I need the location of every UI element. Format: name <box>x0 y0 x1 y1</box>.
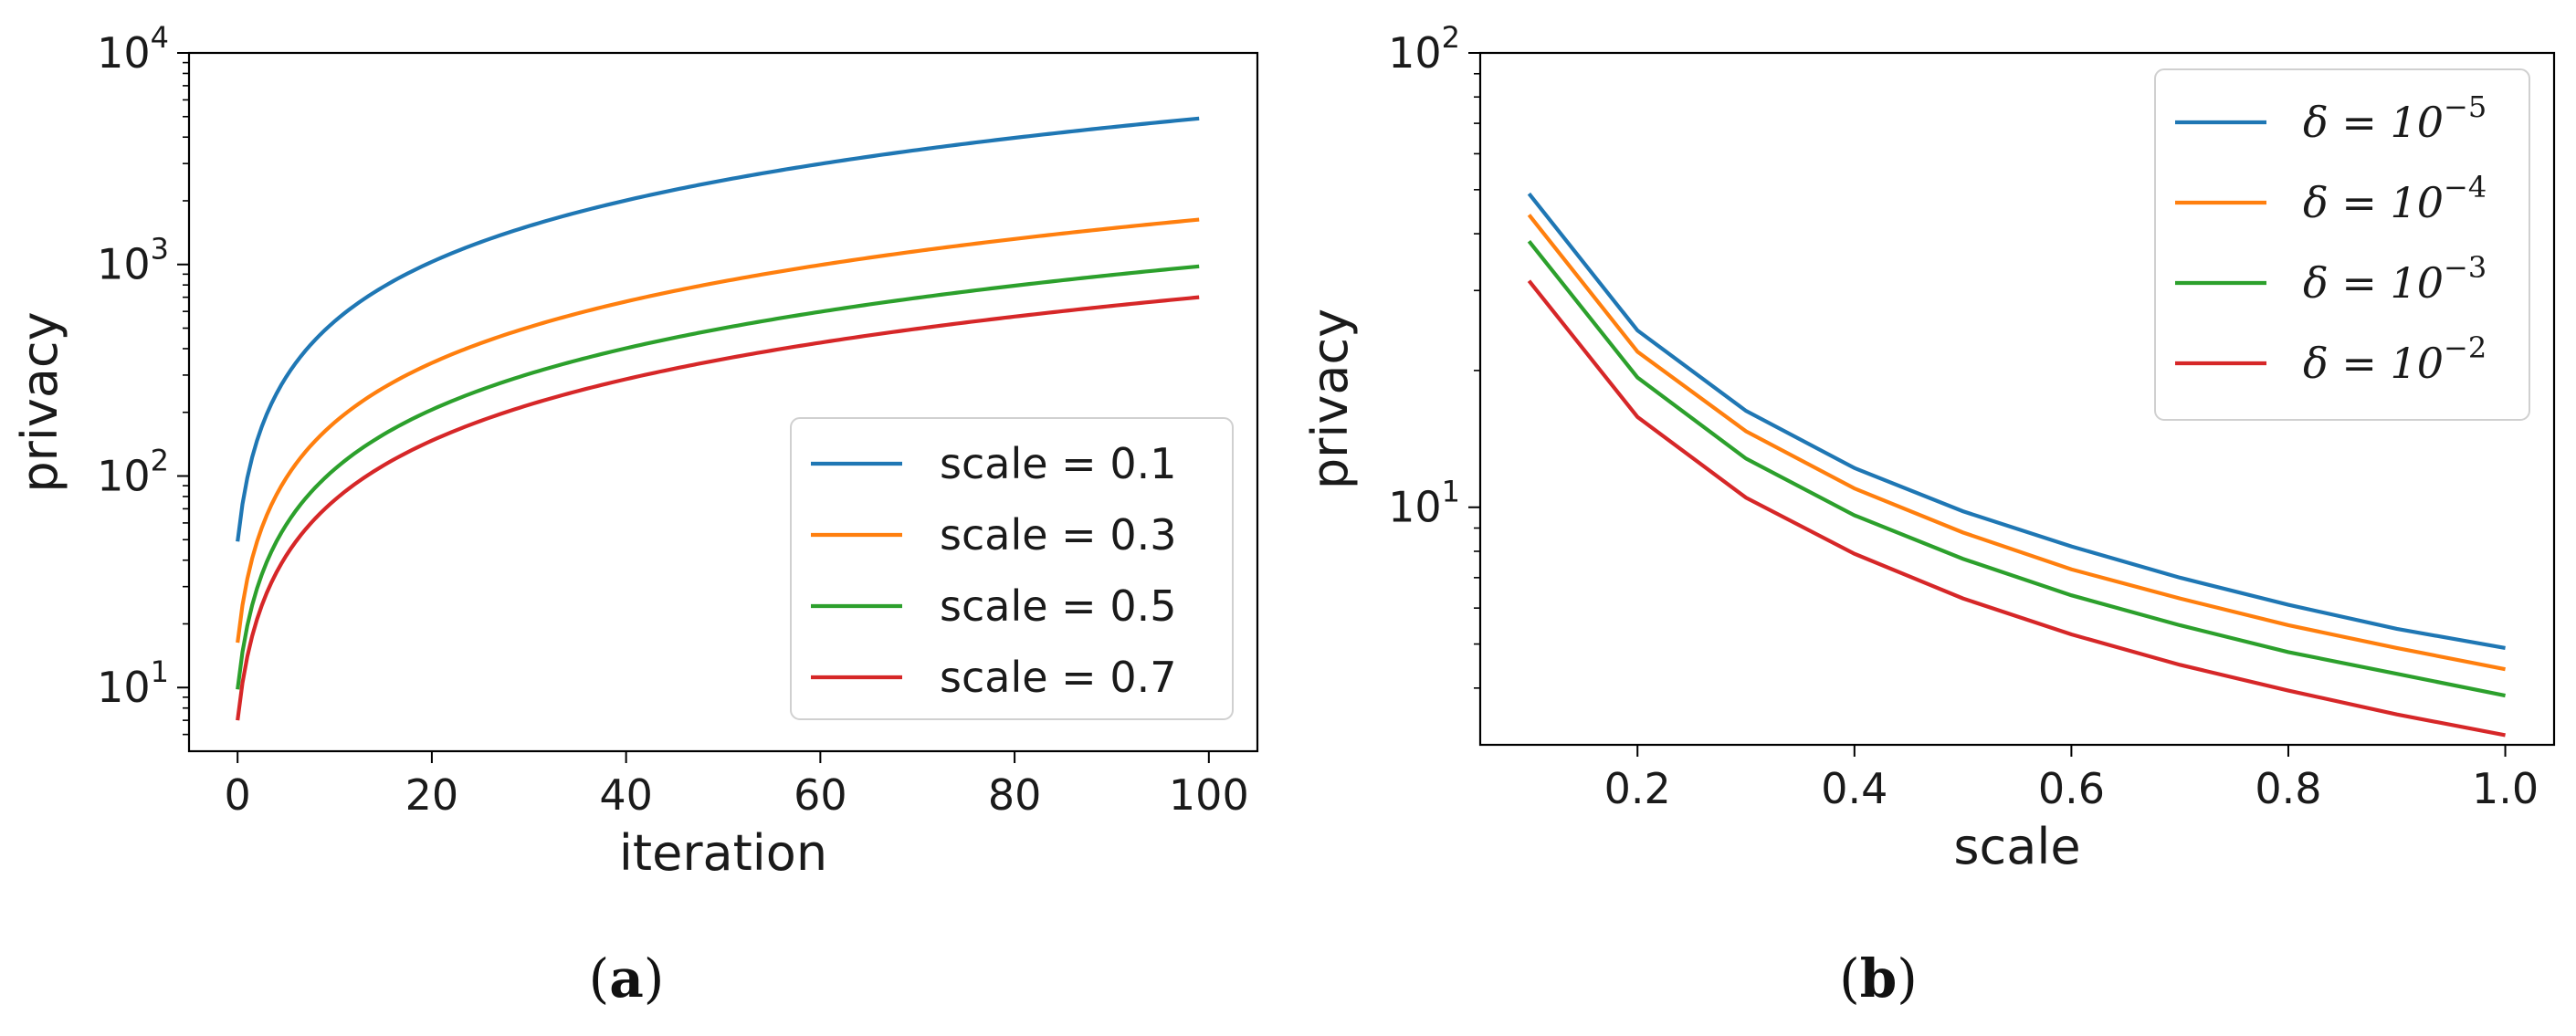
y-tick-base: 10 <box>97 451 151 500</box>
legend-box <box>790 417 1234 720</box>
x-tick-label: 80 <box>988 770 1042 820</box>
legend-entry: scale = 0.1 <box>940 439 1176 488</box>
legend-entry-prefix: δ = 10 <box>2303 98 2444 147</box>
caption-b: (b) <box>1839 947 1918 1010</box>
legend-entry-prefix: δ = 10 <box>2303 178 2444 227</box>
legend-entry: scale = 0.5 <box>940 581 1176 631</box>
series-line <box>1527 279 2506 738</box>
y-tick-exp: 2 <box>151 443 169 477</box>
y-tick-base: 10 <box>97 240 151 289</box>
caption-a: (a) <box>589 947 665 1010</box>
legend-entry-exp: −4 <box>2444 170 2487 204</box>
y-tick-base: 10 <box>1388 483 1442 532</box>
y-tick-exp: 3 <box>151 232 169 267</box>
x-tick-label: 0.4 <box>1821 764 1887 813</box>
series-line <box>236 264 1200 690</box>
x-axis-label: iteration <box>619 824 827 882</box>
y-tick-label: 101 <box>97 654 169 712</box>
series-line <box>1527 192 2506 651</box>
x-tick-label: 20 <box>405 770 459 820</box>
legend-entry: δ = 10−3 <box>2303 250 2487 308</box>
y-axis-label: privacy <box>1301 309 1359 489</box>
x-tick-label: 40 <box>599 770 653 820</box>
legend-entry: δ = 10−2 <box>2303 330 2487 388</box>
legend-entry: δ = 10−5 <box>2303 89 2487 147</box>
legend-entry: δ = 10−4 <box>2303 170 2487 227</box>
y-tick-base: 10 <box>97 663 151 712</box>
plot-frame <box>187 51 1259 753</box>
x-tick-label: 60 <box>794 770 847 820</box>
plot-frame <box>1478 51 2556 747</box>
legend-entry-prefix: δ = 10 <box>2303 258 2444 308</box>
series-line <box>236 217 1200 644</box>
y-tick-label: 103 <box>97 232 169 289</box>
y-tick-label: 102 <box>1388 20 1460 78</box>
legend-entry-prefix: δ = 10 <box>2303 339 2444 388</box>
legend-entry-exp: −5 <box>2444 89 2487 124</box>
y-tick-label: 104 <box>97 20 169 78</box>
legend-entry-exp: −3 <box>2444 250 2487 285</box>
x-tick-label: 100 <box>1169 770 1249 820</box>
legend-entry-exp: −2 <box>2444 330 2487 365</box>
y-tick-label: 101 <box>1388 475 1460 532</box>
x-tick-label: 1.0 <box>2472 764 2539 813</box>
y-tick-exp: 2 <box>1442 20 1460 55</box>
legend-entry: scale = 0.3 <box>940 510 1176 560</box>
x-axis-label: scale <box>1953 818 2080 875</box>
y-tick-base: 10 <box>1388 28 1442 78</box>
y-tick-label: 102 <box>97 443 169 500</box>
x-tick-label: 0.6 <box>2038 764 2105 813</box>
legend-box <box>2154 68 2530 421</box>
series-line <box>1527 214 2506 672</box>
legend-entry: scale = 0.7 <box>940 653 1176 702</box>
series-line <box>236 116 1200 542</box>
y-axis-label: privacy <box>11 311 68 492</box>
y-tick-exp: 1 <box>151 654 169 689</box>
y-tick-base: 10 <box>97 28 151 78</box>
y-tick-exp: 1 <box>1442 475 1460 509</box>
x-tick-label: 0.8 <box>2255 764 2321 813</box>
series-line <box>1527 240 2506 698</box>
x-tick-label: 0.2 <box>1604 764 1671 813</box>
y-tick-exp: 4 <box>151 20 169 55</box>
series-line <box>236 295 1200 721</box>
x-tick-label: 0 <box>225 770 251 820</box>
